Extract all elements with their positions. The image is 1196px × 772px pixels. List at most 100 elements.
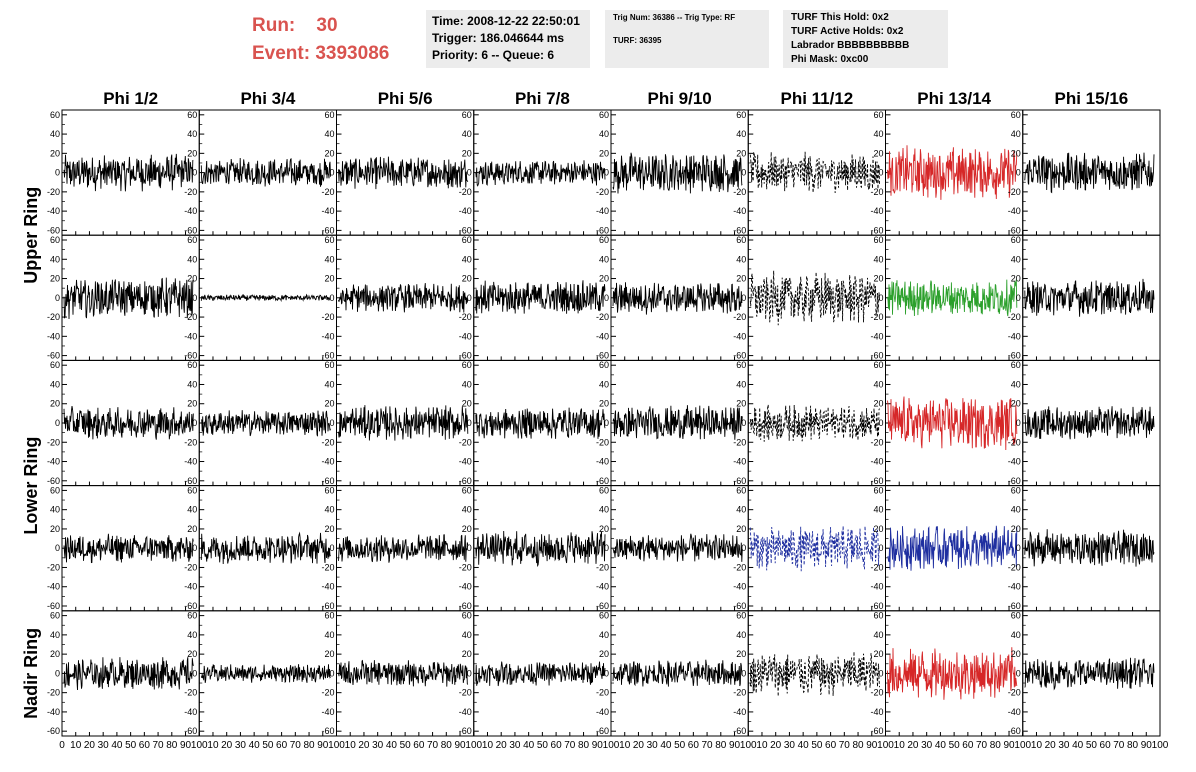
y-tick-label: 0 — [192, 168, 197, 178]
y-tick-label: -20 — [1008, 688, 1021, 698]
x-tick-label: 30 — [235, 740, 247, 751]
x-tick-label: 90 — [180, 740, 192, 751]
y-tick-label: -20 — [321, 437, 334, 447]
x-tick-label: 20 — [633, 740, 645, 751]
y-tick-label: -20 — [459, 562, 472, 572]
y-tick-label: -60 — [47, 476, 60, 486]
x-tick-label: 70 — [976, 740, 988, 751]
x-tick-label: 100 — [465, 740, 482, 751]
waveform-trace — [749, 150, 880, 193]
y-tick-label: 40 — [599, 630, 609, 640]
y-tick-label: 60 — [1011, 611, 1021, 621]
y-tick-label: -20 — [596, 187, 609, 197]
y-tick-label: -60 — [1008, 601, 1021, 611]
y-tick-label: -40 — [596, 582, 609, 592]
x-tick-label: 100 — [1152, 740, 1169, 751]
time-text: Time: 2008-12-22 22:50:01 — [432, 14, 580, 28]
x-tick-label: 30 — [784, 740, 796, 751]
column-title: Phi 7/8 — [515, 89, 570, 108]
y-tick-label: 40 — [462, 129, 472, 139]
y-tick-label: 60 — [324, 611, 334, 621]
y-tick-label: -60 — [870, 726, 883, 736]
y-tick-label: -60 — [459, 225, 472, 235]
x-tick-label: 20 — [496, 740, 508, 751]
x-tick-label: 90 — [317, 740, 329, 751]
waveform-trace — [887, 145, 1018, 200]
y-tick-label: 40 — [1011, 254, 1021, 264]
waveform-trace — [475, 280, 606, 314]
x-tick-label: 50 — [400, 740, 412, 751]
x-tick-label: 40 — [249, 740, 261, 751]
waveform-trace — [200, 531, 331, 565]
y-tick-label: 40 — [187, 254, 197, 264]
y-tick-label: 20 — [187, 649, 197, 659]
x-tick-label: 30 — [647, 740, 659, 751]
y-tick-label: 0 — [741, 668, 746, 678]
y-tick-label: -40 — [47, 331, 60, 341]
waveform-trace — [338, 156, 469, 190]
event-label: Event: — [252, 43, 311, 64]
x-tick-label: 80 — [715, 740, 727, 751]
x-tick-label: 60 — [962, 740, 974, 751]
y-tick-label: 20 — [462, 524, 472, 534]
y-tick-label: -20 — [459, 437, 472, 447]
turf-active-holds-text: TURF Active Holds: 0x2 — [791, 26, 904, 37]
timing-info-box: Time: 2008-12-22 22:50:01 Trigger: 186.0… — [426, 10, 590, 68]
y-tick-label: -20 — [47, 688, 60, 698]
column-title: Phi 11/12 — [780, 89, 853, 108]
y-tick-label: 60 — [736, 360, 746, 370]
y-tick-label: -20 — [459, 688, 472, 698]
y-tick-label: 40 — [324, 630, 334, 640]
waveform-trace — [612, 152, 743, 194]
phi-mask-text: Phi Mask: 0xc00 — [791, 54, 869, 65]
trig-info-text: Trig Num: 36386 -- Trig Type: RF — [613, 13, 736, 22]
y-tick-label: 20 — [873, 524, 883, 534]
y-tick-label: 0 — [604, 418, 609, 428]
y-tick-label: -60 — [321, 726, 334, 736]
y-tick-label: -20 — [184, 562, 197, 572]
waveform-trace — [1024, 406, 1155, 440]
x-tick-label: 10 — [70, 740, 82, 751]
x-tick-label: 80 — [578, 740, 590, 751]
y-tick-label: -20 — [321, 312, 334, 322]
y-tick-label: -20 — [184, 187, 197, 197]
y-tick-label: 20 — [1011, 148, 1021, 158]
y-tick-label: -40 — [596, 331, 609, 341]
turf-this-hold-text: TURF This Hold: 0x2 — [791, 12, 889, 23]
y-tick-label: 0 — [878, 668, 883, 678]
x-tick-label: 90 — [1003, 740, 1015, 751]
x-tick-label: 10 — [482, 740, 494, 751]
x-tick-label: 80 — [990, 740, 1002, 751]
y-tick-label: 20 — [187, 524, 197, 534]
y-tick-label: -60 — [184, 351, 197, 361]
y-tick-label: 20 — [324, 274, 334, 284]
x-tick-label: 50 — [262, 740, 274, 751]
x-tick-label: 50 — [1086, 740, 1098, 751]
y-tick-label: -20 — [47, 187, 60, 197]
y-tick-label: -60 — [47, 225, 60, 235]
y-tick-label: 60 — [1011, 485, 1021, 495]
y-tick-label: 40 — [187, 505, 197, 515]
y-tick-label: 20 — [873, 148, 883, 158]
y-tick-label: -40 — [184, 582, 197, 592]
y-tick-label: -60 — [1008, 726, 1021, 736]
y-tick-label: -60 — [870, 351, 883, 361]
waveform-trace — [63, 406, 194, 440]
y-tick-label: 0 — [192, 418, 197, 428]
y-tick-label: 0 — [467, 293, 472, 303]
x-tick-label: 60 — [688, 740, 700, 751]
y-tick-label: 60 — [187, 485, 197, 495]
y-tick-label: -60 — [459, 351, 472, 361]
waveform-trace — [63, 277, 194, 320]
y-tick-label: -40 — [459, 457, 472, 467]
column-title: Phi 1/2 — [103, 89, 158, 108]
y-tick-label: -40 — [1008, 457, 1021, 467]
y-tick-label: 0 — [329, 543, 334, 553]
y-tick-label: 0 — [878, 543, 883, 553]
y-tick-label: -40 — [733, 582, 746, 592]
x-tick-label: 70 — [427, 740, 439, 751]
y-tick-label: 40 — [873, 254, 883, 264]
y-tick-label: 40 — [187, 129, 197, 139]
y-tick-label: 60 — [1011, 110, 1021, 120]
y-tick-label: -60 — [321, 351, 334, 361]
